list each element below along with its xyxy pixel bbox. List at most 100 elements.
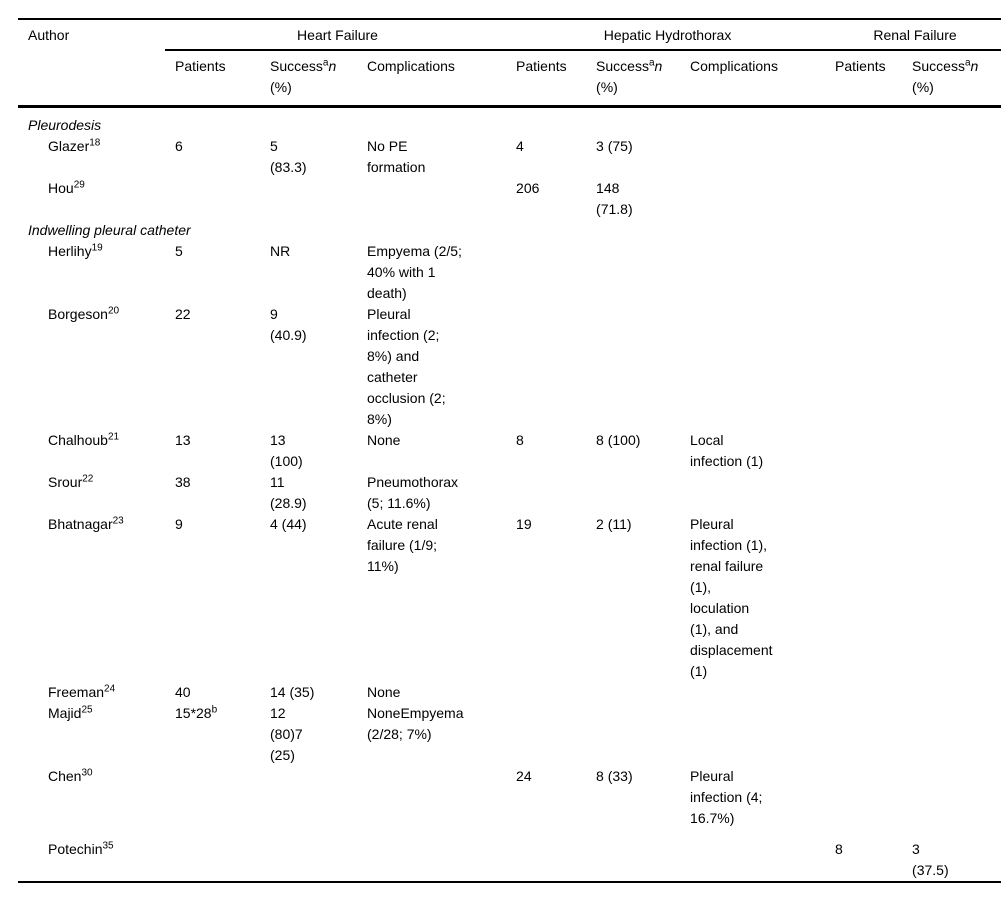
rf-patients-header: Patients: [825, 50, 903, 108]
rf-patients-cell: [825, 472, 902, 514]
success-label: Success: [912, 58, 965, 74]
percent-label: (%): [270, 79, 292, 95]
hh-complications-cell: Local infection (1): [690, 432, 764, 469]
author-cell: Glazer18: [48, 137, 101, 154]
hh-patients-cell: [506, 703, 586, 766]
reference-marker: 21: [107, 431, 120, 443]
hf-patients-cell: 40: [175, 684, 191, 700]
hh-complications-cell: [680, 472, 825, 514]
hf-patients-cell: 6: [175, 138, 183, 154]
hh-patients-cell: 24: [516, 768, 532, 784]
rf-success-cell: [902, 472, 1001, 514]
footnote-a-marker: a: [648, 57, 655, 69]
hf-success-cell: 4 (44): [270, 516, 307, 532]
author-cell: Bhatnagar23: [48, 515, 124, 532]
hf-complications-cell: No PE formation: [367, 138, 426, 175]
hh-complications-cell: [680, 703, 825, 766]
rf-patients-cell: [825, 514, 902, 682]
table-row: Srour22 38 11 (28.9) Pneumothorax (5; 11.6%…: [18, 472, 1001, 514]
table-header: Author Heart Failure Hepatic Hydrothorax…: [18, 19, 1001, 108]
hh-success-cell: 8 (33): [596, 768, 633, 784]
rf-patients-cell: [825, 178, 902, 220]
hf-complications-cell: Acute renal failure (1/9; 11%): [367, 516, 438, 574]
hf-patients-cell: 13: [175, 432, 191, 448]
hf-complications-cell: [357, 766, 506, 829]
hh-complications-cell: [680, 304, 825, 430]
rf-success-cell: [902, 682, 1001, 703]
hh-success-cell: [586, 829, 680, 882]
table-row: Bhatnagar23 9 4 (44) Acute renal failure (1…: [18, 514, 1001, 682]
table-body: Pleurodesis Glazer18 6 5 (83.3) No PE format…: [18, 107, 1001, 883]
rf-success-header: Successan (%): [902, 50, 1001, 108]
hf-complications-cell: None: [367, 684, 401, 700]
reference-marker: 19: [91, 242, 103, 254]
hf-complications-cell: Empyema (2/5; 40% with 1 death): [367, 243, 462, 301]
rf-success-cell: [902, 766, 1001, 829]
section-header-row: Pleurodesis: [18, 107, 1001, 137]
reference-marker: 30: [81, 767, 93, 779]
hf-patients-cell: [165, 766, 260, 829]
success-label: Success: [596, 58, 649, 74]
hh-success-cell: [586, 241, 680, 304]
rf-patients-cell: [825, 766, 902, 829]
hh-success-header: Successan (%): [586, 50, 681, 108]
hf-patients-header: Patients: [165, 50, 260, 108]
hh-success-cell: [586, 304, 680, 430]
hh-patients-cell: [506, 472, 586, 514]
table-row: Majid25 15*28b 12 (80)7 (25) NoneEmpyema (2…: [18, 703, 1001, 766]
section-title: Pleurodesis: [28, 117, 102, 133]
reference-marker: 22: [82, 473, 94, 485]
hf-patients-cell: [165, 829, 260, 882]
hf-success-cell: 13 (100): [270, 432, 303, 469]
rf-success-cell: 3 (37.5): [912, 841, 949, 878]
hh-complications-cell: [680, 241, 825, 304]
hf-success-cell: [260, 766, 357, 829]
hf-success-header: Successan (%): [260, 50, 357, 108]
hh-complications-header: Complications: [680, 50, 826, 108]
hf-success-cell: 14 (35): [270, 684, 315, 700]
rf-patients-cell: [825, 430, 902, 472]
n-symbol: n: [970, 58, 979, 74]
hf-complications-cell: Pneumothorax (5; 11.6%): [367, 474, 459, 511]
author-cell: Srour22: [48, 473, 94, 490]
hh-complications-cell: [680, 682, 825, 703]
author-cell: Herlihy19: [48, 242, 103, 259]
rf-patients-cell: [825, 304, 902, 430]
rf-patients-cell: [825, 703, 902, 766]
hh-complications-cell: [680, 178, 825, 220]
hh-complications-cell: [680, 136, 825, 178]
hh-patients-cell: [506, 241, 586, 304]
author-cell: Potechin35: [48, 840, 114, 857]
reference-marker: 23: [112, 515, 124, 527]
table-row: Hou29 206 148 (71.8): [18, 178, 1001, 220]
hh-success-cell: 148 (71.8): [596, 180, 633, 217]
subheader-row: Patients Successan (%) Complications Pati…: [18, 50, 1001, 108]
footnote-a-marker: a: [964, 57, 971, 69]
hf-patients-cell: 15*28b: [175, 704, 218, 721]
section-title: Indwelling pleural catheter: [28, 222, 191, 238]
success-label: Success: [270, 58, 323, 74]
author-cell: Borgeson20: [48, 305, 120, 322]
author-cell: Freeman24: [48, 683, 116, 700]
rf-success-cell: [902, 178, 1001, 220]
n-symbol: n: [654, 58, 663, 74]
rf-patients-cell: 8: [835, 841, 843, 857]
author-cell: Chen30: [48, 767, 93, 784]
footnote-a-marker: a: [322, 57, 329, 69]
hh-patients-cell: [506, 829, 586, 882]
author-column-header: Author: [18, 19, 165, 108]
hf-complications-cell: [357, 829, 506, 882]
hf-complications-cell: NoneEmpyema (2/28; 7%): [367, 705, 464, 742]
percent-label: (%): [596, 79, 618, 95]
hf-success-cell: [260, 178, 357, 220]
hf-patients-cell: 5: [175, 243, 183, 259]
table-row: Chalhoub21 13 13 (100) None 8 8 (100) Local in…: [18, 430, 1001, 472]
hh-complications-cell: Pleural infection (4; 16.7%): [690, 768, 763, 826]
table-row: Borgeson20 22 9 (40.9) Pleural infection (2…: [18, 304, 1001, 430]
table-row: Chen30 24 8 (33) Pleural infection (4; 16.7…: [18, 766, 1001, 829]
reference-marker: 29: [73, 179, 85, 191]
author-cell: Chalhoub21: [48, 431, 120, 448]
percent-label: (%): [912, 79, 934, 95]
hf-patients-cell: [165, 178, 260, 220]
